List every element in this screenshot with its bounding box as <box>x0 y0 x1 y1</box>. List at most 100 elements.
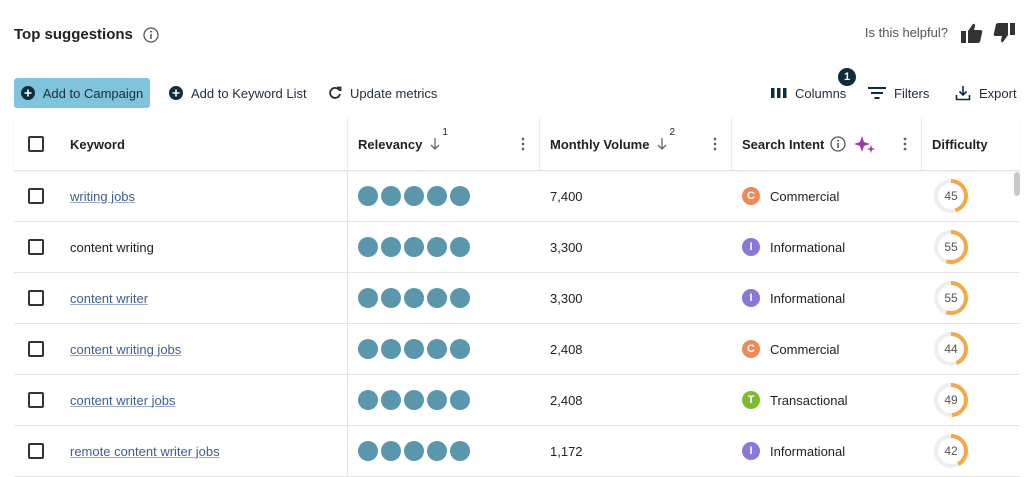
intent-badge: C <box>742 340 760 358</box>
difficulty-value: 44 <box>944 342 958 356</box>
keyword: content writing <box>70 239 154 255</box>
header-cell: Search Intent <box>732 118 922 170</box>
scrollbar[interactable] <box>1014 172 1020 196</box>
keyword[interactable]: content writing jobs <box>70 341 182 357</box>
relevancy-cell <box>348 375 540 425</box>
relevancy-cell <box>348 273 540 323</box>
checkbox-cell <box>14 273 60 323</box>
export-icon <box>955 86 971 101</box>
row-checkbox[interactable] <box>28 443 44 459</box>
column-menu[interactable] <box>521 137 525 151</box>
relevancy-dot <box>404 237 424 257</box>
table-row: content writer 3,300 I Informational 55 <box>14 273 1020 324</box>
info-icon[interactable] <box>830 136 847 152</box>
title: Top suggestions <box>14 26 133 43</box>
refresh-icon <box>329 86 342 99</box>
intent-label: Commercial <box>770 341 840 357</box>
ai-sparkle-icon <box>854 136 876 153</box>
relevancy-dots <box>358 390 473 410</box>
relevancy-dot <box>404 441 424 461</box>
relevancy-dot <box>427 339 447 359</box>
monthly-volume: 2,408 <box>550 392 583 408</box>
table-row: content writing jobs 2,408 C Commercial 44 <box>14 324 1020 375</box>
difficulty-ring: 55 <box>934 281 968 315</box>
intent-cell: T Transactional <box>732 375 922 425</box>
relevancy-dot <box>450 237 470 257</box>
helpful-label: Is this helpful? <box>864 25 948 40</box>
relevancy-dot <box>358 339 378 359</box>
columns-button[interactable]: Columns <box>771 78 846 108</box>
keyword[interactable]: content writer <box>70 290 149 306</box>
keyword[interactable]: content writer jobs <box>70 392 176 408</box>
thumbs-up[interactable] <box>960 22 984 44</box>
relevancy-dot <box>427 237 447 257</box>
intent-cell: I Informational <box>732 273 922 323</box>
relevancy-dot <box>358 237 378 257</box>
relevancy-dots <box>358 339 473 359</box>
checkbox-cell <box>14 324 60 374</box>
keyword-table: Keyword Relevancy 1 Monthly Volume 2 Sea… <box>14 118 1020 477</box>
difficulty-value: 49 <box>944 393 958 407</box>
relevancy-cell <box>348 324 540 374</box>
relevancy-dot <box>427 441 447 461</box>
volume-cell: 7,400 <box>540 171 732 221</box>
add-to-keyword-list-button[interactable]: Add to Keyword List <box>169 78 307 108</box>
relevancy-dot <box>427 390 447 410</box>
filter-icon <box>868 87 886 99</box>
relevancy-cell <box>348 222 540 272</box>
relevancy-dot <box>358 441 378 461</box>
relevancy-dot <box>450 186 470 206</box>
row-checkbox[interactable] <box>28 341 44 357</box>
relevancy-dot <box>404 288 424 308</box>
volume-cell: 1,172 <box>540 426 732 476</box>
row-checkbox[interactable] <box>28 188 44 204</box>
table-row: remote content writer jobs 1,172 I Informat… <box>14 426 1020 477</box>
keyword-cell: content writer <box>60 273 348 323</box>
relevancy-dot <box>450 390 470 410</box>
thumbs-down[interactable] <box>992 22 1016 44</box>
column-menu[interactable] <box>713 137 717 151</box>
difficulty-cell: 55 <box>922 222 1020 272</box>
keyword[interactable]: remote content writer jobs <box>70 443 220 459</box>
relevancy-dot <box>450 441 470 461</box>
relevancy-dot <box>381 288 401 308</box>
header-cell <box>14 118 60 170</box>
checkbox-cell <box>14 375 60 425</box>
relevancy-dot <box>427 288 447 308</box>
info-icon[interactable] <box>143 27 159 43</box>
difficulty-value: 45 <box>944 189 958 203</box>
monthly-volume: 1,172 <box>550 443 583 459</box>
checkbox-cell <box>14 426 60 476</box>
sort-indicator[interactable]: 2 <box>657 127 675 151</box>
difficulty-ring: 44 <box>934 332 968 366</box>
row-checkbox[interactable] <box>28 239 44 255</box>
difficulty-ring: 42 <box>934 434 968 468</box>
intent-cell: I Informational <box>732 222 922 272</box>
table-row: content writing 3,300 I Informational 55 <box>14 222 1020 273</box>
intent-badge: I <box>742 442 760 460</box>
filters-button[interactable]: Filters <box>868 78 929 108</box>
add-to-campaign-button[interactable]: Add to Campaign <box>14 78 150 108</box>
ring-arc <box>934 179 968 213</box>
button-label: Filters <box>894 85 930 101</box>
row-checkbox[interactable] <box>28 290 44 306</box>
relevancy-dot <box>381 237 401 257</box>
relevancy-dot <box>381 441 401 461</box>
column-menu[interactable] <box>903 137 907 151</box>
keyword[interactable]: writing jobs <box>70 188 136 204</box>
export-button[interactable]: Export <box>955 78 1017 108</box>
difficulty-cell: 44 <box>922 324 1020 374</box>
difficulty-ring: 49 <box>934 383 968 417</box>
sort-indicator[interactable]: 1 <box>430 127 448 151</box>
relevancy-dot <box>358 390 378 410</box>
update-metrics-button[interactable]: Update metrics <box>328 78 437 108</box>
button-label: Columns <box>795 85 847 101</box>
intent-badge: I <box>742 289 760 307</box>
ring-arc <box>934 230 968 264</box>
select-all-checkbox[interactable] <box>28 136 44 152</box>
monthly-volume: 7,400 <box>550 188 583 204</box>
intent-badge: I <box>742 238 760 256</box>
table-row: writing jobs 7,400 C Commercial 45 <box>14 171 1020 222</box>
row-checkbox[interactable] <box>28 392 44 408</box>
relevancy-dots <box>358 441 473 461</box>
